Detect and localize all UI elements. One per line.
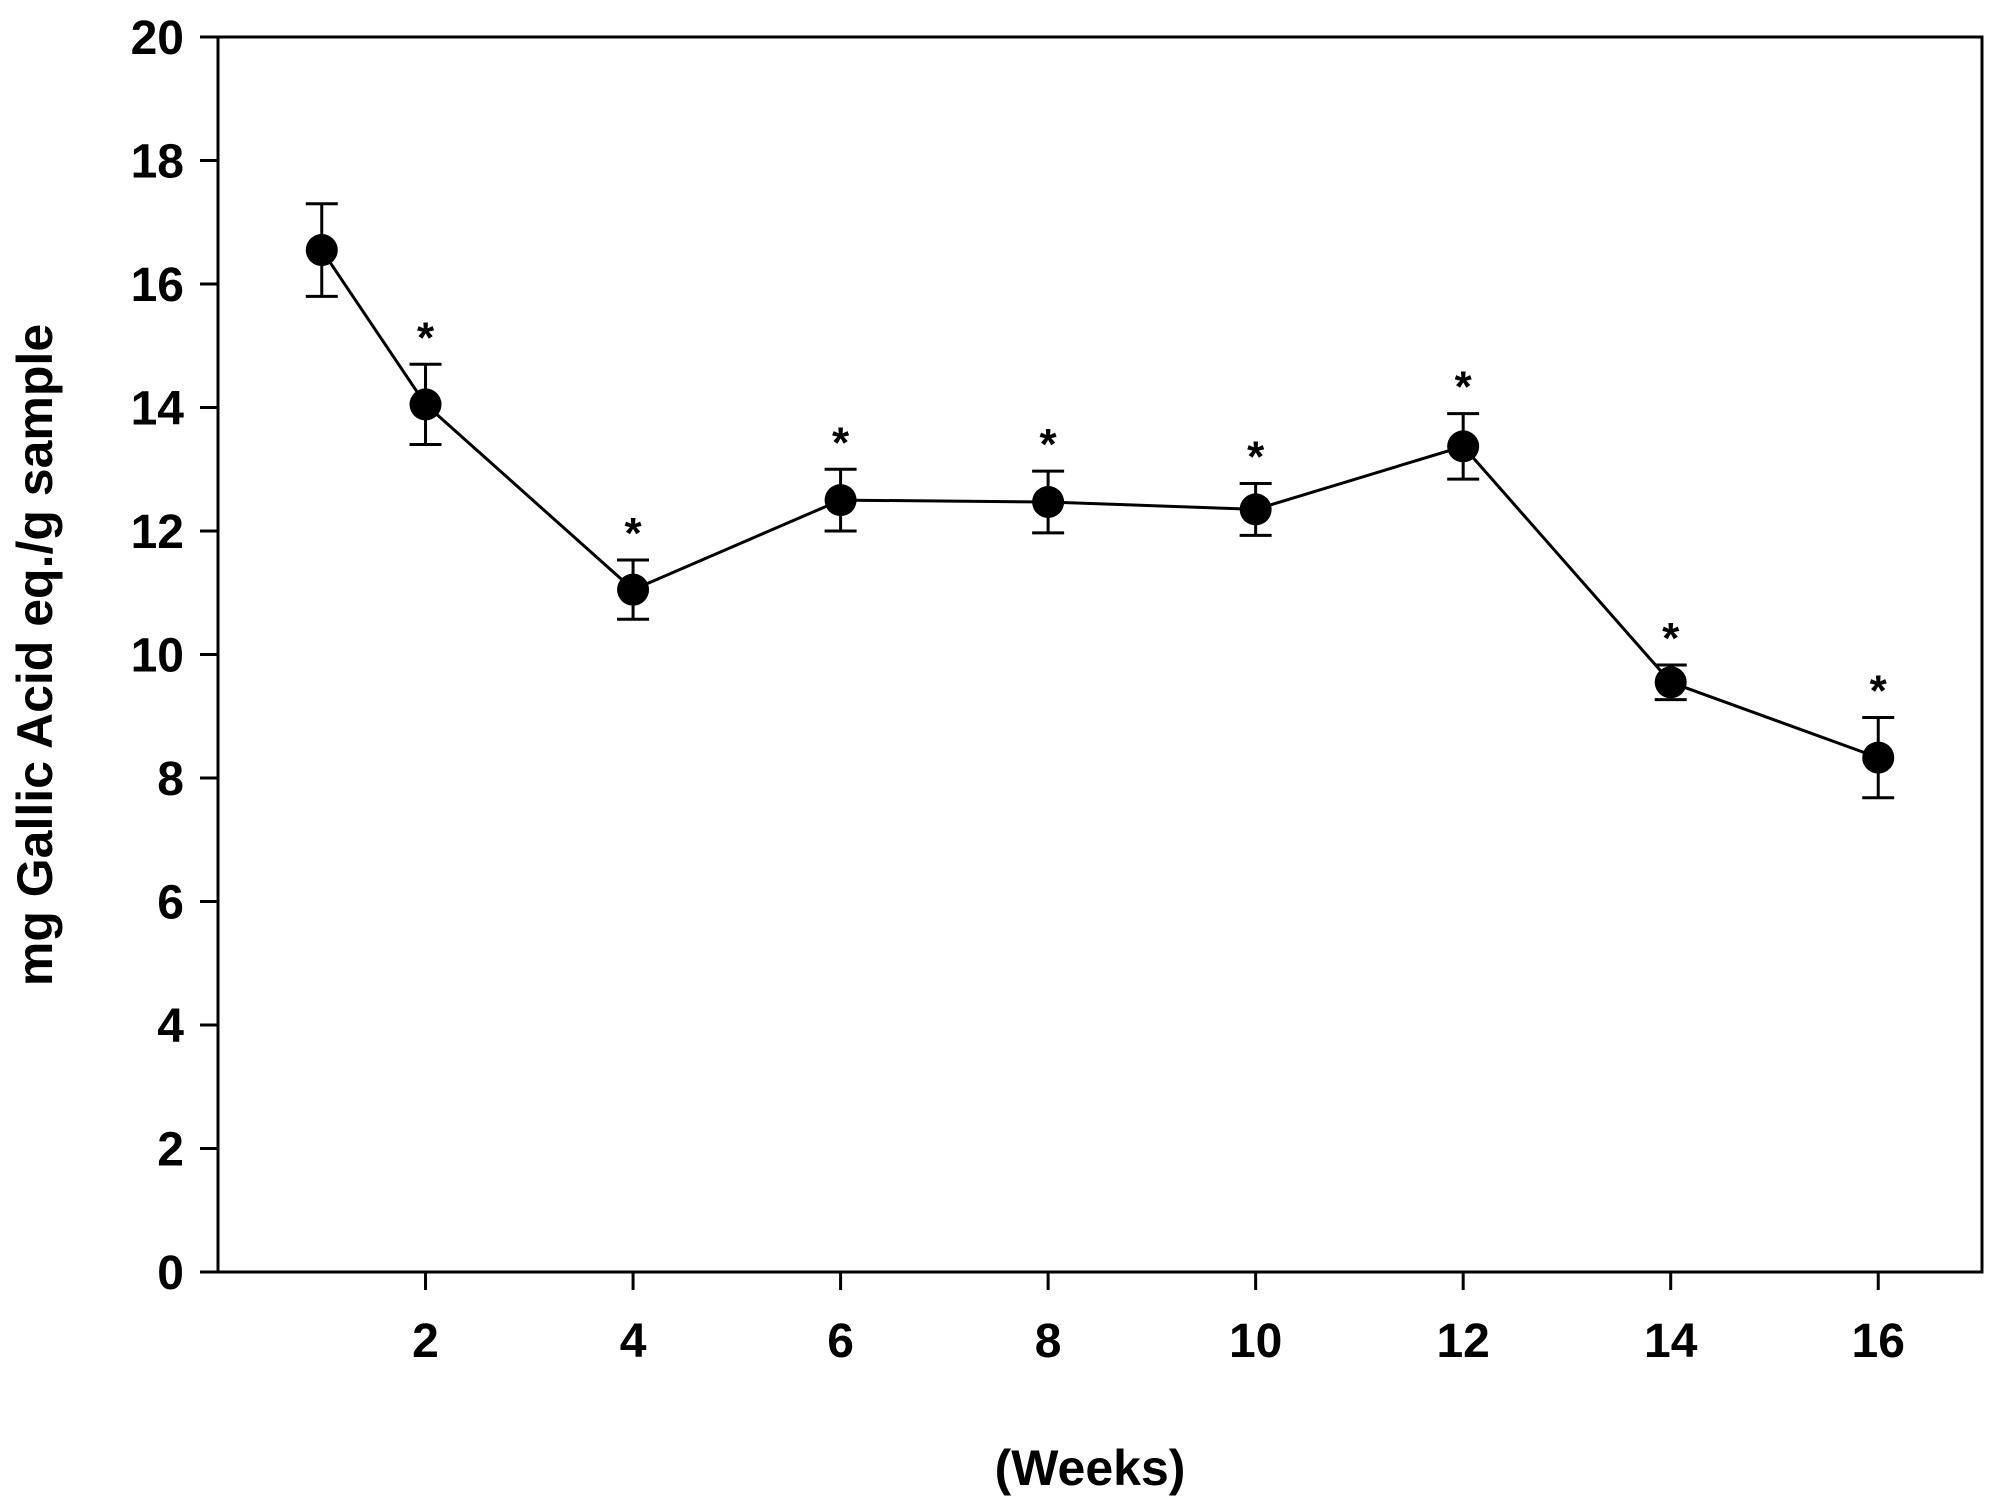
y-tick-label: 16 xyxy=(131,259,184,312)
x-axis-title: (Weeks) xyxy=(995,1440,1186,1496)
x-tick-label: 4 xyxy=(620,1315,647,1368)
y-tick-label: 0 xyxy=(157,1247,184,1300)
data-point xyxy=(617,573,650,606)
y-tick-label: 8 xyxy=(157,753,184,806)
data-point xyxy=(305,234,338,267)
data-point xyxy=(1862,741,1895,774)
y-axis-title: mg Gallic Acid eq./g sample xyxy=(7,324,63,986)
y-tick-label: 18 xyxy=(131,136,184,189)
x-tick-label: 6 xyxy=(827,1315,854,1368)
significance-marker: * xyxy=(1455,363,1473,412)
x-tick-label: 14 xyxy=(1644,1315,1698,1368)
significance-marker: * xyxy=(1662,614,1680,663)
data-series: * * * * * * * * xyxy=(305,202,1895,800)
data-point xyxy=(409,388,442,421)
y-axis-ticks: 0 2 4 6 8 10 12 14 16 18 20 xyxy=(131,12,218,1300)
x-axis-ticks: 2 4 6 8 10 12 14 16 xyxy=(412,1272,1905,1368)
y-tick-label: 10 xyxy=(131,630,184,683)
y-tick-label: 2 xyxy=(157,1124,184,1177)
x-tick-label: 10 xyxy=(1229,1315,1282,1368)
axes xyxy=(216,35,1984,1274)
data-point xyxy=(1032,485,1065,518)
series-line xyxy=(320,249,1879,760)
significance-marker: * xyxy=(417,313,435,362)
data-point xyxy=(1654,666,1687,699)
data-point xyxy=(1239,493,1272,526)
y-tick-label: 12 xyxy=(131,506,184,559)
y-tick-label: 14 xyxy=(131,383,185,436)
x-tick-label: 8 xyxy=(1035,1315,1062,1368)
significance-marker: * xyxy=(1870,666,1888,715)
data-point xyxy=(824,484,857,517)
x-tick-label: 12 xyxy=(1436,1315,1489,1368)
y-tick-label: 4 xyxy=(157,1000,184,1053)
data-point xyxy=(1447,430,1480,463)
significance-marker: * xyxy=(624,509,642,558)
significance-marker: * xyxy=(1040,420,1058,469)
x-tick-label: 16 xyxy=(1852,1315,1905,1368)
significance-marker: * xyxy=(1247,432,1265,481)
x-tick-label: 2 xyxy=(412,1315,439,1368)
plot-frame xyxy=(216,35,1984,1274)
y-tick-label: 20 xyxy=(131,12,184,65)
significance-marker: * xyxy=(832,418,850,467)
y-tick-label: 6 xyxy=(157,877,184,930)
